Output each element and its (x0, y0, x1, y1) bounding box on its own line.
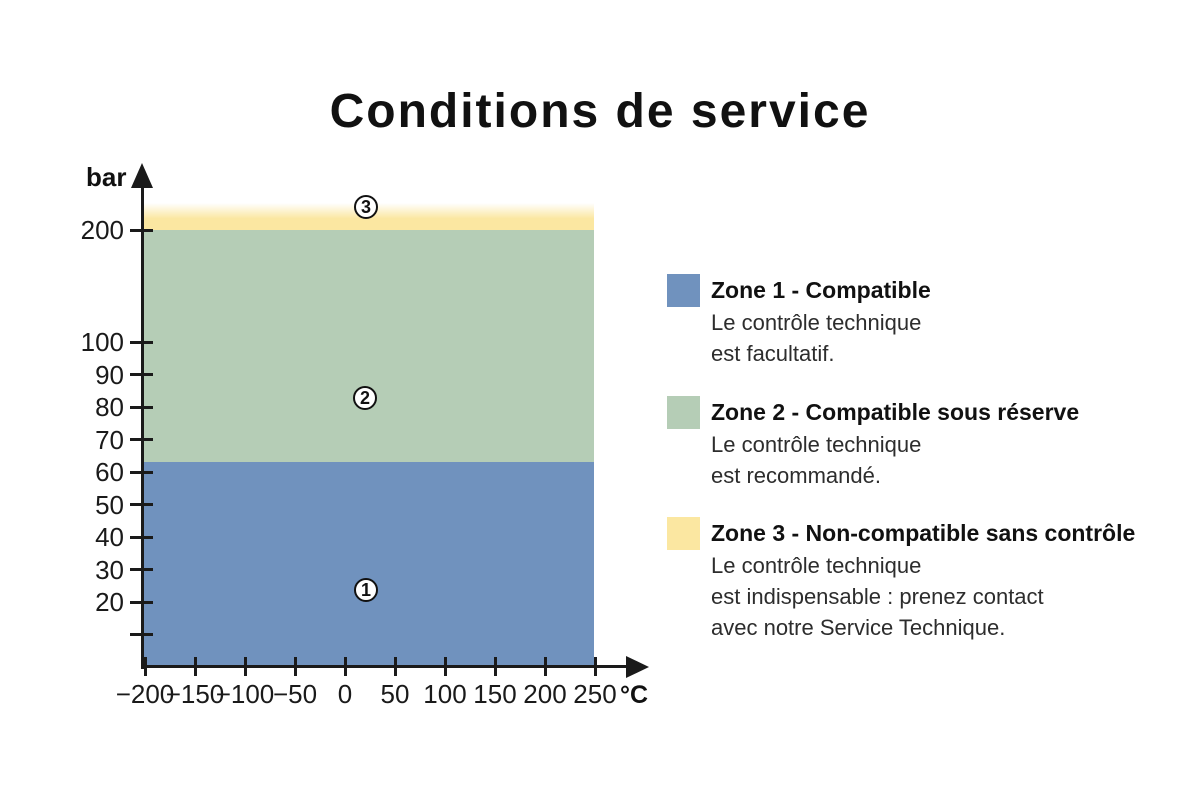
y-tick-label-100: 100 (80, 327, 124, 357)
zone-marker-1: 1 (354, 578, 378, 602)
y-tick-70 (130, 438, 153, 441)
x-tick-250 (593, 657, 597, 676)
x-tick-label-0: 0 (337, 679, 353, 709)
y-tick-label-200: 200 (80, 215, 124, 245)
y-tick-label-30: 30 (95, 554, 124, 585)
legend-item-title: Zone 3 - Non-compatible sans contrôle (711, 520, 1136, 546)
legend-text: Zone 3 - Non-compatible sans contrôle Le … (711, 517, 1135, 643)
x-axis-line (141, 665, 630, 668)
y-tick-90 (130, 373, 153, 376)
zone-marker-2: 2 (353, 386, 377, 410)
x-tick--200 (143, 657, 147, 676)
y-tick-60 (130, 470, 153, 474)
legend-item-zone-2: Zone 2 - Compatible sous réserve Le contr… (667, 396, 1079, 491)
y-tick-label-50: 50 (95, 489, 124, 520)
y-tick-10 (130, 633, 153, 636)
legend-item-line: Le contrôle technique (711, 310, 922, 335)
y-tick-80 (130, 405, 153, 409)
y-tick-200 (130, 228, 153, 232)
x-tick-label--100: −100 (215, 679, 275, 709)
y-tick-label-40: 40 (95, 522, 124, 552)
y-axis-line (141, 184, 144, 669)
x-tick-label--50: −50 (272, 679, 318, 709)
y-tick-label-60: 60 (95, 457, 124, 487)
x-tick-label-150: 150 (473, 679, 517, 709)
x-tick-0 (343, 657, 347, 676)
y-tick-50 (130, 503, 153, 506)
x-tick-label-200: 200 (523, 679, 567, 709)
x-tick--100 (243, 657, 247, 676)
x-tick-label--200: −200 (115, 679, 175, 709)
legend-item-line: est indispensable : prenez contact (711, 584, 1044, 609)
y-tick-label-70: 70 (95, 424, 124, 455)
x-tick--50 (293, 657, 297, 676)
legend-item-line: Le contrôle technique (711, 553, 922, 578)
legend-text: Zone 2 - Compatible sous réserve Le contr… (711, 396, 1079, 491)
x-tick-label-100: 100 (423, 679, 467, 709)
x-axis-arrowhead-icon (626, 656, 649, 678)
y-tick-30 (130, 568, 153, 571)
x-tick-50 (393, 657, 397, 676)
y-axis-unit-label: bar (86, 162, 127, 192)
legend-swatch-zone-1 (667, 274, 700, 307)
zone-marker-3: 3 (354, 195, 378, 219)
y-tick-40 (130, 535, 153, 539)
x-tick-200 (543, 657, 547, 676)
legend-item-title: Zone 1 - Compatible (711, 277, 931, 303)
y-tick-100 (130, 340, 153, 344)
x-tick-150 (493, 657, 497, 676)
x-tick-label-50: 50 (380, 679, 410, 709)
legend-item-line: est facultatif. (711, 341, 835, 366)
y-axis-arrowhead-icon (131, 163, 153, 188)
legend-item-zone-1: Zone 1 - Compatible Le contrôle technique… (667, 274, 931, 369)
legend-item-line: avec notre Service Technique. (711, 615, 1006, 640)
x-tick-label-250: 250 (573, 679, 617, 709)
y-tick-label-20: 20 (95, 587, 124, 617)
zone-area-2 (144, 230, 594, 463)
y-tick-label-80: 80 (95, 392, 124, 422)
legend-item-line: est recommandé. (711, 463, 881, 488)
legend-text: Zone 1 - Compatible Le contrôle technique… (711, 274, 931, 369)
legend-swatch-zone-2 (667, 396, 700, 429)
page-title: Conditions de service (329, 85, 871, 138)
legend-swatch-zone-3 (667, 517, 700, 550)
x-tick-100 (443, 657, 447, 676)
legend-item-zone-3: Zone 3 - Non-compatible sans contrôle Le … (667, 517, 1135, 643)
legend-item-title: Zone 2 - Compatible sous réserve (711, 399, 1080, 425)
x-axis-unit-label: °C (620, 681, 649, 709)
x-tick--150 (193, 657, 197, 676)
y-tick-20 (130, 600, 153, 604)
legend-item-line: Le contrôle technique (711, 432, 922, 457)
x-tick-label--150: −150 (165, 679, 225, 709)
zone-area-1 (144, 462, 594, 666)
y-tick-label-90: 90 (95, 359, 124, 390)
